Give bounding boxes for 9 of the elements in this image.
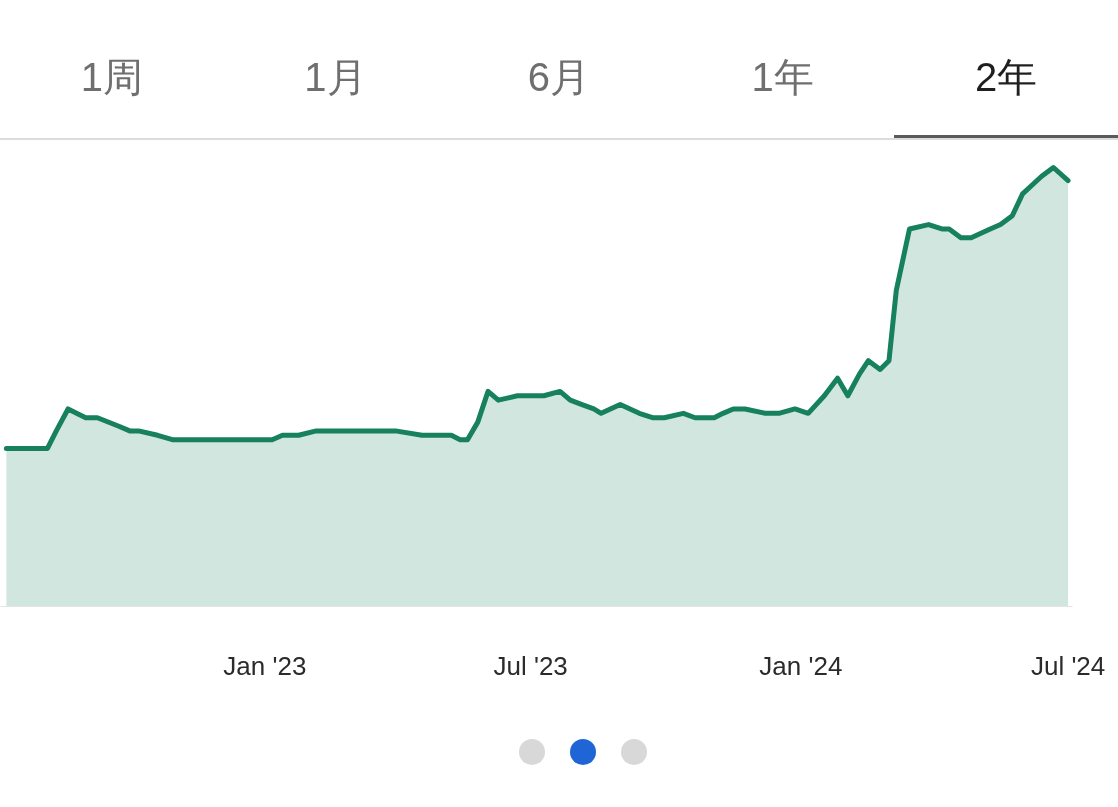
x-tick-label: Jan '24 (759, 650, 843, 681)
text: 1月 (304, 53, 367, 100)
text: 6月 (527, 53, 591, 100)
text: 1年 (751, 53, 814, 100)
x-tick-label: Jul '24 (1030, 650, 1106, 681)
text: 1周 (80, 53, 143, 100)
text: 2年 (975, 53, 1038, 100)
x-tick-label: Jul '23 (493, 650, 568, 681)
x-tick-label: Jan '23 (223, 650, 307, 681)
